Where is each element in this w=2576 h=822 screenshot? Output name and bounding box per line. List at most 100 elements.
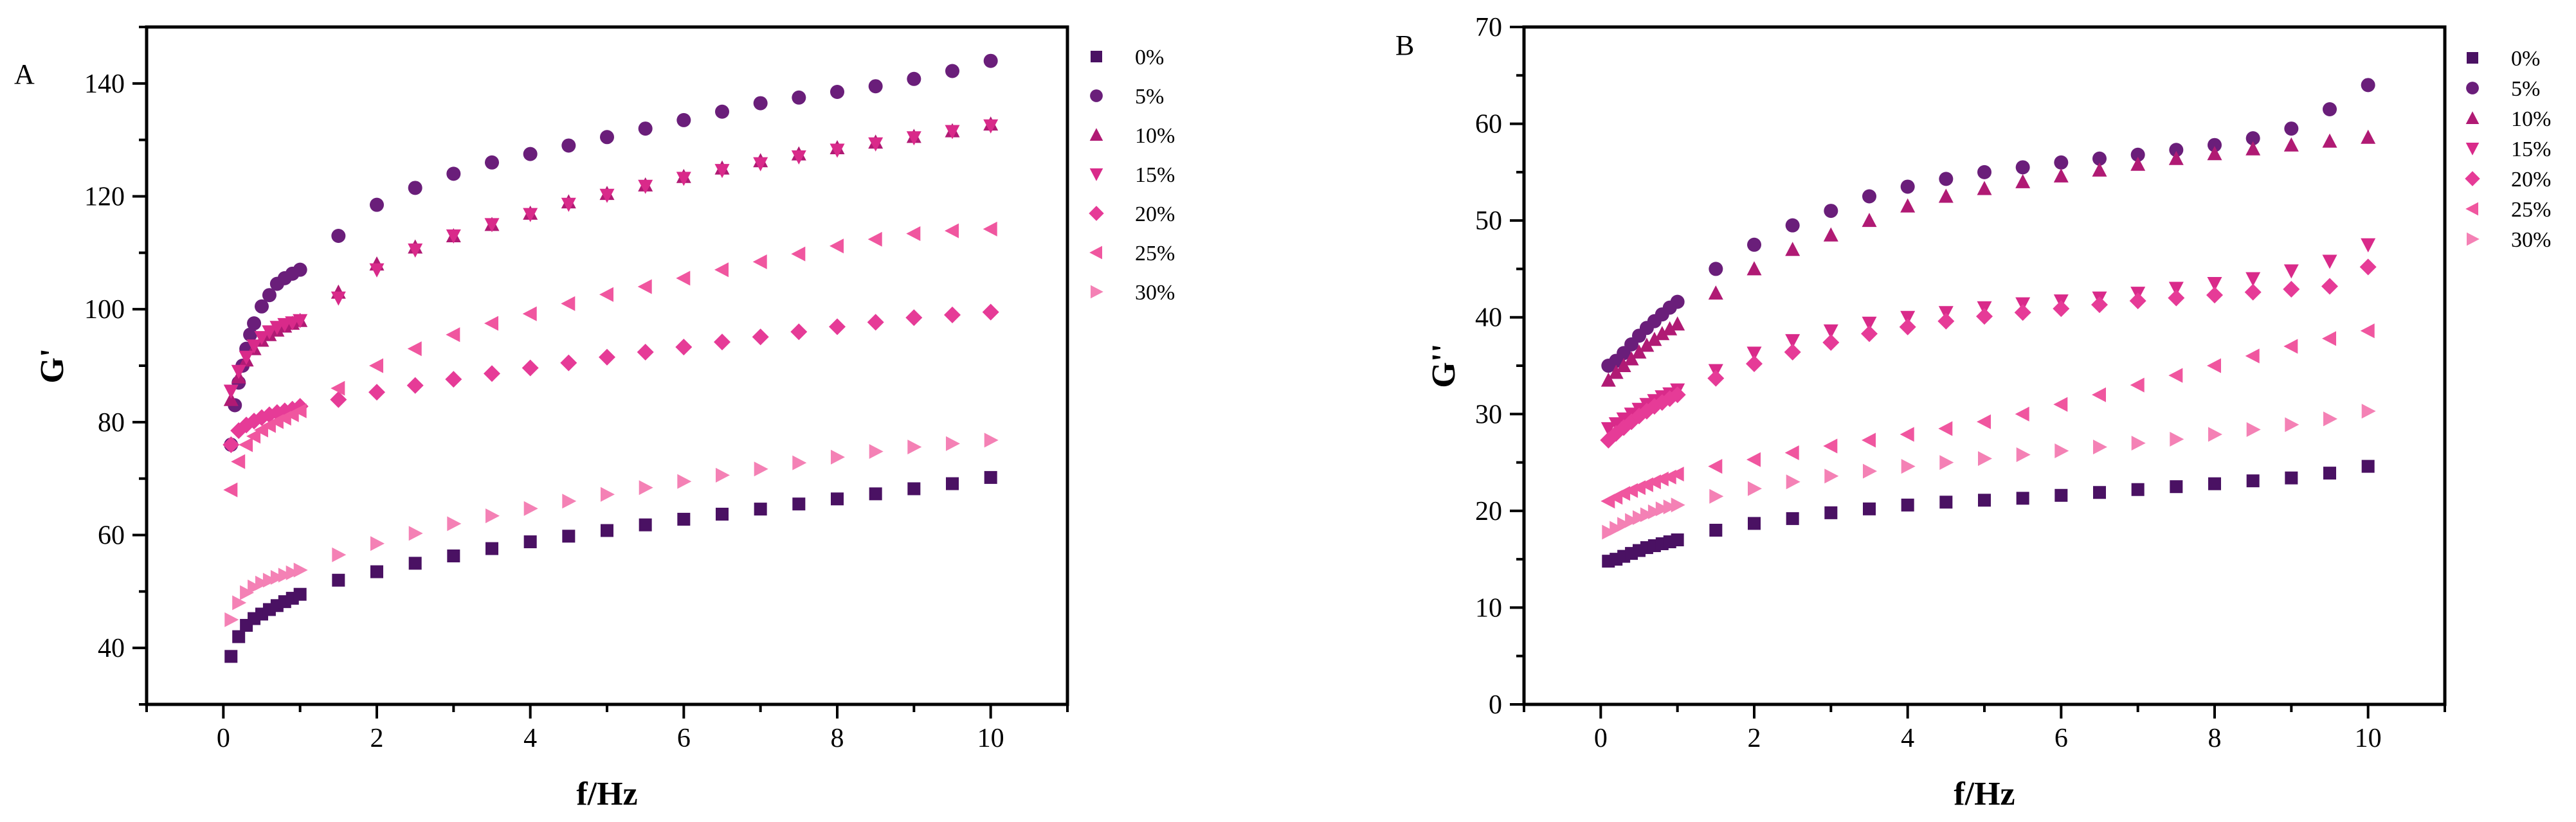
panel-b-data-marks: [1600, 78, 2377, 568]
data-point: [1654, 471, 1669, 487]
data-point: [239, 350, 254, 365]
data-point: [792, 497, 806, 511]
data-point: [2130, 147, 2145, 162]
y-tick-label: 100: [84, 295, 125, 325]
data-point: [2053, 397, 2068, 412]
legend-label: 20%: [1135, 202, 1175, 226]
data-point: [2208, 138, 2222, 152]
series-10pct: [1601, 129, 2376, 387]
data-point: [867, 314, 884, 331]
data-point: [2245, 131, 2260, 146]
data-point: [638, 179, 653, 194]
data-point: [1977, 181, 1992, 195]
data-point: [561, 138, 576, 153]
data-point: [1746, 346, 1762, 361]
data-point: [1602, 524, 1617, 540]
legend-label: 30%: [1135, 281, 1175, 305]
data-point: [1823, 227, 1838, 242]
data-point: [1601, 372, 1616, 387]
data-point: [331, 291, 346, 306]
x-tick-label: 0: [217, 724, 230, 753]
data-point: [447, 516, 462, 532]
data-point: [791, 246, 806, 262]
data-point: [262, 573, 277, 588]
data-point: [868, 137, 884, 152]
data-point: [408, 526, 423, 541]
data-point: [561, 197, 576, 212]
panel-a-data-marks: [222, 53, 999, 663]
data-point: [1708, 459, 1723, 474]
data-point: [1747, 237, 1761, 252]
data-point: [714, 334, 730, 351]
data-point: [2285, 417, 2299, 433]
data-point: [1785, 242, 1800, 256]
data-point: [1976, 308, 1993, 325]
data-point: [2208, 427, 2222, 442]
data-point: [600, 130, 614, 145]
data-point: [2168, 281, 2184, 296]
legend-marker: [1091, 51, 1102, 62]
series-20pct: [1600, 258, 2377, 449]
data-point: [753, 157, 768, 172]
legend-label: 30%: [2511, 228, 2551, 252]
data-point: [246, 339, 262, 354]
data-point: [2208, 477, 2221, 490]
y-tick-label: 10: [1475, 593, 1502, 623]
data-point: [1784, 343, 1801, 361]
data-point: [485, 155, 499, 170]
data-point: [223, 482, 238, 497]
data-point: [560, 354, 577, 371]
data-point: [2245, 348, 2260, 364]
data-point: [752, 254, 767, 269]
data-point: [2244, 283, 2262, 301]
y-tick-label: 50: [1475, 206, 1502, 236]
panel-b-plot-frame: [1522, 25, 2447, 706]
data-point: [601, 524, 613, 537]
data-point: [2053, 300, 2070, 317]
data-point: [905, 309, 923, 326]
x-tick-label: 10: [977, 724, 1004, 753]
data-point: [1862, 316, 1877, 331]
data-point: [601, 487, 615, 502]
data-point: [248, 579, 262, 594]
data-point: [830, 85, 844, 100]
data-point: [1977, 165, 1991, 179]
panel-b-ticks: 0 2 4 6 8 10 0 10 20 30 40 50 60 70: [1475, 13, 2446, 753]
data-point: [484, 365, 500, 382]
panel-a-x-axis-title: f/Hz: [576, 776, 637, 812]
data-point: [485, 542, 498, 555]
data-point: [983, 53, 998, 68]
panel-b-y-axis-title: G'': [1426, 343, 1462, 388]
data-point: [484, 218, 500, 233]
data-point: [2323, 411, 2337, 427]
data-point: [255, 299, 269, 314]
data-point: [945, 125, 960, 139]
series-5pct: [1601, 78, 2375, 373]
legend-marker: [2467, 232, 2480, 246]
legend-marker: [2465, 111, 2480, 124]
data-point: [262, 288, 277, 303]
data-point: [240, 585, 255, 600]
data-point: [1785, 334, 1800, 348]
data-point: [331, 380, 345, 396]
data-point: [984, 470, 997, 484]
panel-a-letter: A: [14, 58, 35, 90]
data-point: [1670, 294, 1685, 309]
data-point: [2014, 304, 2031, 321]
series-25pct: [223, 221, 997, 497]
data-point: [2206, 287, 2223, 304]
data-point: [1663, 499, 1678, 515]
data-point: [639, 480, 653, 496]
data-point: [223, 384, 239, 399]
data-point: [2131, 483, 2145, 496]
data-point: [2322, 331, 2336, 346]
data-point: [1823, 324, 1838, 339]
data-point: [446, 166, 461, 181]
legend-label: 0%: [2511, 47, 2540, 71]
data-point: [1900, 427, 1914, 442]
data-point: [716, 508, 729, 521]
data-point: [1786, 474, 1800, 490]
data-point: [2092, 151, 2107, 166]
data-point: [2093, 486, 2106, 499]
data-point: [2015, 160, 2030, 175]
